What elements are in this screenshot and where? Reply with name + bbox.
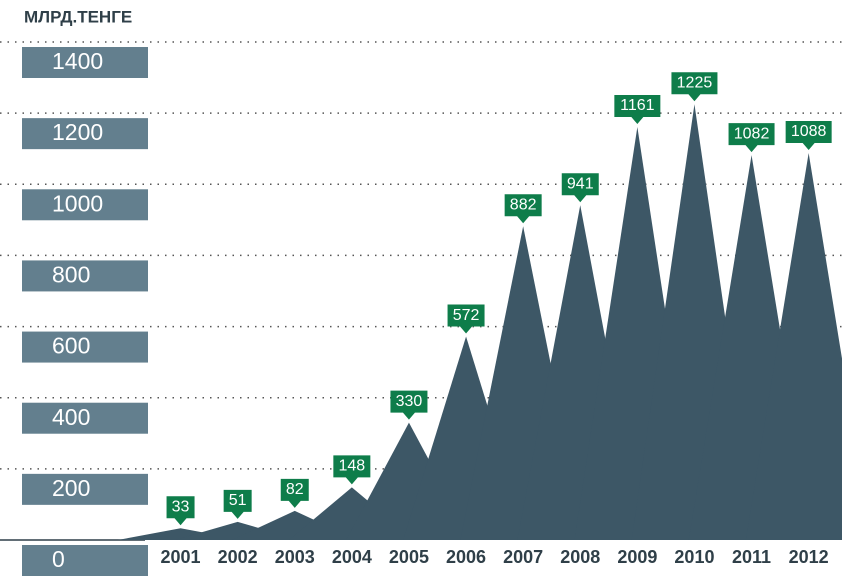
area-peak (745, 152, 842, 540)
x-tick-label: 2009 (617, 547, 657, 567)
y-tick-box (22, 402, 148, 434)
value-label-text: 572 (453, 307, 480, 324)
x-tick-label: 2007 (503, 547, 543, 567)
y-tick-box (22, 545, 148, 576)
x-tick-label: 2003 (275, 547, 315, 567)
value-label: 882 (504, 194, 542, 224)
y-tick-label: 800 (52, 262, 90, 288)
value-label: 1082 (728, 123, 775, 153)
y-tick-label: 1000 (52, 190, 103, 216)
x-tick-label: 2012 (789, 547, 829, 567)
y-tick-label: 400 (52, 404, 90, 430)
value-label: 1225 (671, 72, 718, 102)
value-label-text: 1088 (791, 123, 827, 140)
value-label-box (333, 455, 371, 485)
value-label-text: 941 (567, 175, 594, 192)
y-tick-label: 0 (52, 546, 65, 572)
x-tick-label: 2008 (560, 547, 600, 567)
value-label-text: 882 (510, 196, 537, 213)
value-label-box (671, 72, 718, 102)
x-tick-label: 2010 (674, 547, 714, 567)
value-label-text: 1161 (620, 97, 655, 114)
value-label-box (447, 304, 485, 334)
value-label-text: 1082 (734, 125, 770, 142)
x-tick-label: 2005 (389, 547, 429, 567)
y-tick-box (22, 331, 148, 363)
value-label-box (223, 489, 252, 519)
y-tick-label: 1200 (52, 119, 103, 145)
x-tick-label: 2001 (161, 547, 201, 567)
y-tick-box (22, 47, 148, 78)
value-label-box (614, 95, 661, 125)
value-label-text: 1225 (677, 74, 713, 91)
value-label-text: 33 (172, 498, 190, 515)
value-label: 148 (333, 455, 371, 485)
value-label: 941 (561, 173, 599, 203)
value-label-box (390, 390, 428, 420)
y-tick-label: 600 (52, 333, 90, 359)
value-label: 1088 (785, 120, 832, 150)
y-tick-label: 200 (52, 475, 90, 501)
value-label: 572 (447, 304, 485, 334)
value-label: 1161 (614, 95, 661, 125)
value-label-text: 51 (229, 492, 247, 509)
value-label: 82 (280, 478, 309, 508)
y-tick-box (22, 260, 148, 292)
y-tick-box (22, 189, 148, 221)
value-label-box (785, 120, 832, 150)
x-tick-label: 2004 (332, 547, 372, 567)
y-tick-label: 1400 (52, 48, 103, 74)
value-label: 330 (390, 390, 428, 420)
y-axis-label: МЛРД.ТЕНГЕ (24, 7, 132, 26)
x-tick-label: 2002 (218, 547, 258, 567)
value-label-box (166, 496, 195, 526)
value-label-box (561, 173, 599, 203)
y-tick-box (22, 473, 148, 505)
value-label-text: 148 (338, 458, 365, 475)
value-label: 51 (223, 489, 252, 519)
value-label-text: 82 (286, 481, 304, 498)
y-tick-box (22, 118, 148, 150)
value-label: 33 (166, 496, 195, 526)
x-tick-label: 2006 (446, 547, 486, 567)
value-label-text: 330 (396, 393, 423, 410)
value-label-box (280, 478, 309, 508)
value-label-box (728, 123, 775, 153)
value-label-box (504, 194, 542, 224)
x-tick-label: 2011 (732, 547, 771, 567)
